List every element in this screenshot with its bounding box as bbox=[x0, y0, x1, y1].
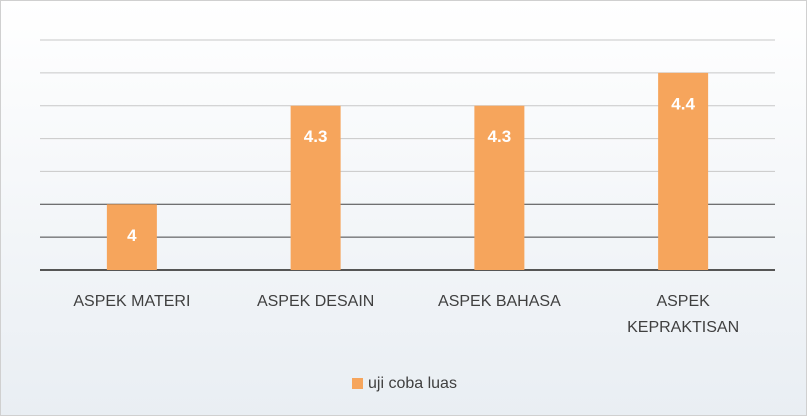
x-tick-label: ASPEK MATERI bbox=[73, 293, 190, 310]
x-tick-label: ASPEK BAHASA bbox=[438, 293, 561, 310]
data-label: 4.4 bbox=[671, 94, 695, 113]
x-tick-label: ASPEK KEPRAKTISAN bbox=[627, 293, 739, 336]
bar bbox=[658, 72, 709, 270]
x-tick-label: ASPEK DESAIN bbox=[257, 293, 374, 310]
bar bbox=[106, 204, 157, 270]
bar bbox=[474, 105, 525, 270]
data-label: 4 bbox=[127, 226, 137, 245]
legend-swatch bbox=[352, 378, 363, 389]
legend-label: uji coba luas bbox=[368, 375, 457, 392]
data-label: 4.3 bbox=[304, 127, 328, 146]
data-label: 4.3 bbox=[488, 127, 512, 146]
bar bbox=[290, 105, 341, 270]
